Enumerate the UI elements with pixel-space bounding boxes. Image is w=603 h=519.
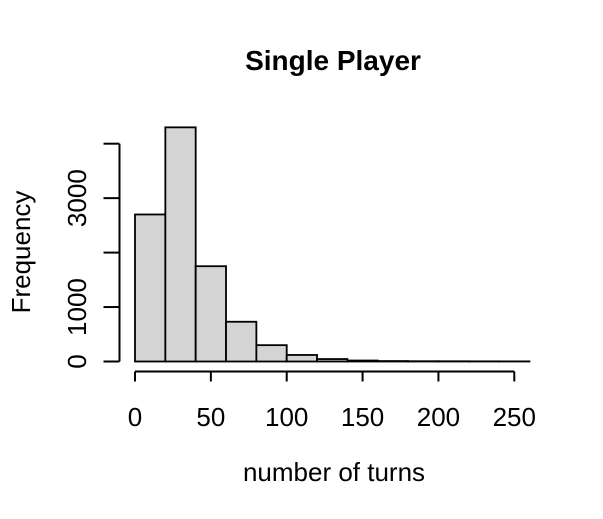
histogram-bar xyxy=(164,126,197,363)
histogram-bar xyxy=(316,358,349,363)
x-tick-label: 50 xyxy=(196,402,225,432)
x-tick-label: 0 xyxy=(128,402,142,432)
histogram-bar xyxy=(285,354,318,363)
chart-title: Single Player xyxy=(245,45,421,76)
histogram-bar xyxy=(225,320,258,363)
y-tick-label: 3000 xyxy=(62,169,92,227)
x-tick-label: 250 xyxy=(493,402,536,432)
y-tick-label: 1000 xyxy=(62,278,92,336)
y-axis-group: 0 1000 3000 xyxy=(62,142,121,369)
histogram-bar xyxy=(194,265,227,363)
x-axis-group: 0 50 100 150 200 250 xyxy=(128,370,536,432)
histogram-bar xyxy=(134,213,167,363)
y-tick-label: 0 xyxy=(62,354,92,368)
x-tick-label: 150 xyxy=(341,402,384,432)
histogram-bar xyxy=(346,359,379,363)
x-axis-label: number of turns xyxy=(243,457,425,487)
y-axis-label: Frequency xyxy=(6,191,36,314)
x-tick-label: 100 xyxy=(265,402,308,432)
x-tick-label: 200 xyxy=(417,402,460,432)
histogram-bar xyxy=(255,344,288,363)
bars-group xyxy=(134,126,531,363)
